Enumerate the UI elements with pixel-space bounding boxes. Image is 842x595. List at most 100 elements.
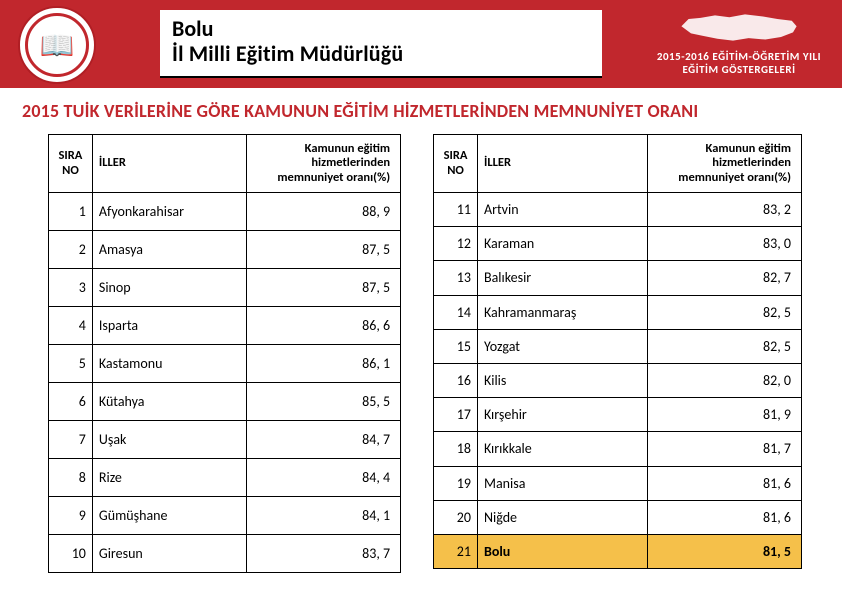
table-row: 5Kastamonu86, 1 [49,345,401,383]
header-bar: 📖 Bolu İl Milli Eğitim Müdürlüğü 2015-20… [0,0,842,88]
row-value: 85, 5 [247,383,401,421]
book-torch-icon: 📖 [40,28,75,63]
row-no: 7 [49,421,93,459]
row-province: Niğde [477,500,647,534]
row-province: Yozgat [477,329,647,363]
row-no: 4 [49,307,93,345]
row-value: 82, 5 [647,329,801,363]
row-no: 2 [49,231,93,269]
row-no: 19 [434,466,478,500]
row-province: Afyonkarahisar [92,193,246,231]
table-row: 2Amasya87, 5 [49,231,401,269]
row-no: 1 [49,193,93,231]
row-province: Kırıkkale [477,432,647,466]
row-province: Kütahya [92,383,246,421]
year-logo: 2015-2016 EĞİTİM-ÖĞRETİM YILI EĞİTİM GÖS… [654,10,824,76]
row-province: Manisa [477,466,647,500]
row-province: Kırşehir [477,398,647,432]
row-province: Rize [92,459,246,497]
col-iller: İLLER [477,135,647,193]
row-value: 81, 6 [647,466,801,500]
table-row: 16Kilis82, 0 [434,363,802,397]
row-province: Uşak [92,421,246,459]
row-value: 84, 7 [247,421,401,459]
table-row: 1Afyonkarahisar88, 9 [49,193,401,231]
row-province: Gümüşhane [92,497,246,535]
ministry-logo: 📖 [18,6,96,84]
row-province: Karaman [477,227,647,261]
row-province: Kilis [477,363,647,397]
row-no: 6 [49,383,93,421]
row-no: 15 [434,329,478,363]
row-no: 20 [434,500,478,534]
table-row: 9Gümüşhane84, 1 [49,497,401,535]
row-value: 87, 5 [247,231,401,269]
tables-container: SIRA NO İLLER Kamunun eğitim hizmetlerin… [0,130,842,573]
row-value: 81, 7 [647,432,801,466]
row-value: 84, 4 [247,459,401,497]
table-row: 18Kırıkkale81, 7 [434,432,802,466]
table-row: 10Giresun83, 7 [49,535,401,573]
row-value: 87, 5 [247,269,401,307]
table-row: 4Isparta86, 6 [49,307,401,345]
row-no: 17 [434,398,478,432]
row-province: Giresun [92,535,246,573]
table-row: 14Kahramanmaraş82, 5 [434,295,802,329]
row-province: Sinop [92,269,246,307]
row-value: 82, 5 [647,295,801,329]
row-value: 81, 9 [647,398,801,432]
row-value: 82, 0 [647,363,801,397]
row-no: 10 [49,535,93,573]
row-value: 81, 5 [647,534,801,568]
row-province: Kastamonu [92,345,246,383]
table-row: 7Uşak84, 7 [49,421,401,459]
row-no: 5 [49,345,93,383]
row-value: 83, 7 [247,535,401,573]
table-header-row: SIRA NO İLLER Kamunun eğitim hizmetlerin… [434,135,802,193]
col-sira-no: SIRA NO [49,135,93,193]
row-province: Isparta [92,307,246,345]
row-no: 11 [434,193,478,227]
row-province: Kahramanmaraş [477,295,647,329]
row-no: 18 [434,432,478,466]
table-row: 8Rize84, 4 [49,459,401,497]
ranking-table-right: SIRA NO İLLER Kamunun eğitim hizmetlerin… [433,134,802,569]
table-row: 6Kütahya85, 5 [49,383,401,421]
academic-year: 2015-2016 EĞİTİM-ÖĞRETİM YILI [654,50,824,63]
row-no: 3 [49,269,93,307]
title-city: Bolu [172,16,590,41]
ranking-table-left: SIRA NO İLLER Kamunun eğitim hizmetlerin… [48,134,401,573]
title-institution: İl Milli Eğitim Müdürlüğü [172,41,590,66]
row-value: 83, 0 [647,227,801,261]
row-value: 84, 1 [247,497,401,535]
turkey-map-icon [679,10,799,46]
row-no: 13 [434,261,478,295]
row-province: Artvin [477,193,647,227]
row-value: 86, 1 [247,345,401,383]
col-value: Kamunun eğitim hizmetlerinden memnuniyet… [647,135,801,193]
page-title-block: Bolu İl Milli Eğitim Müdürlüğü [160,10,602,78]
table-row: 11Artvin83, 2 [434,193,802,227]
row-no: 8 [49,459,93,497]
row-province: Amasya [92,231,246,269]
row-no: 16 [434,363,478,397]
row-value: 86, 6 [247,307,401,345]
table-row: 12Karaman83, 0 [434,227,802,261]
col-sira-no: SIRA NO [434,135,478,193]
section-title: 2015 TUİK VERİLERİNE GÖRE KAMUNUN EĞİTİM… [0,88,842,130]
row-value: 83, 2 [647,193,801,227]
row-province: Bolu [477,534,647,568]
row-no: 12 [434,227,478,261]
table-row: 19Manisa81, 6 [434,466,802,500]
ministry-logo-icon: 📖 [25,13,89,77]
indicators-label: EĞİTİM GÖSTERGELERİ [654,63,824,76]
table-row: 15Yozgat82, 5 [434,329,802,363]
row-no: 14 [434,295,478,329]
row-no: 21 [434,534,478,568]
row-value: 81, 6 [647,500,801,534]
col-value: Kamunun eğitim hizmetlerinden memnuniyet… [247,135,401,193]
row-province: Balıkesir [477,261,647,295]
table-header-row: SIRA NO İLLER Kamunun eğitim hizmetlerin… [49,135,401,193]
table-row: 3Sinop87, 5 [49,269,401,307]
col-iller: İLLER [92,135,246,193]
